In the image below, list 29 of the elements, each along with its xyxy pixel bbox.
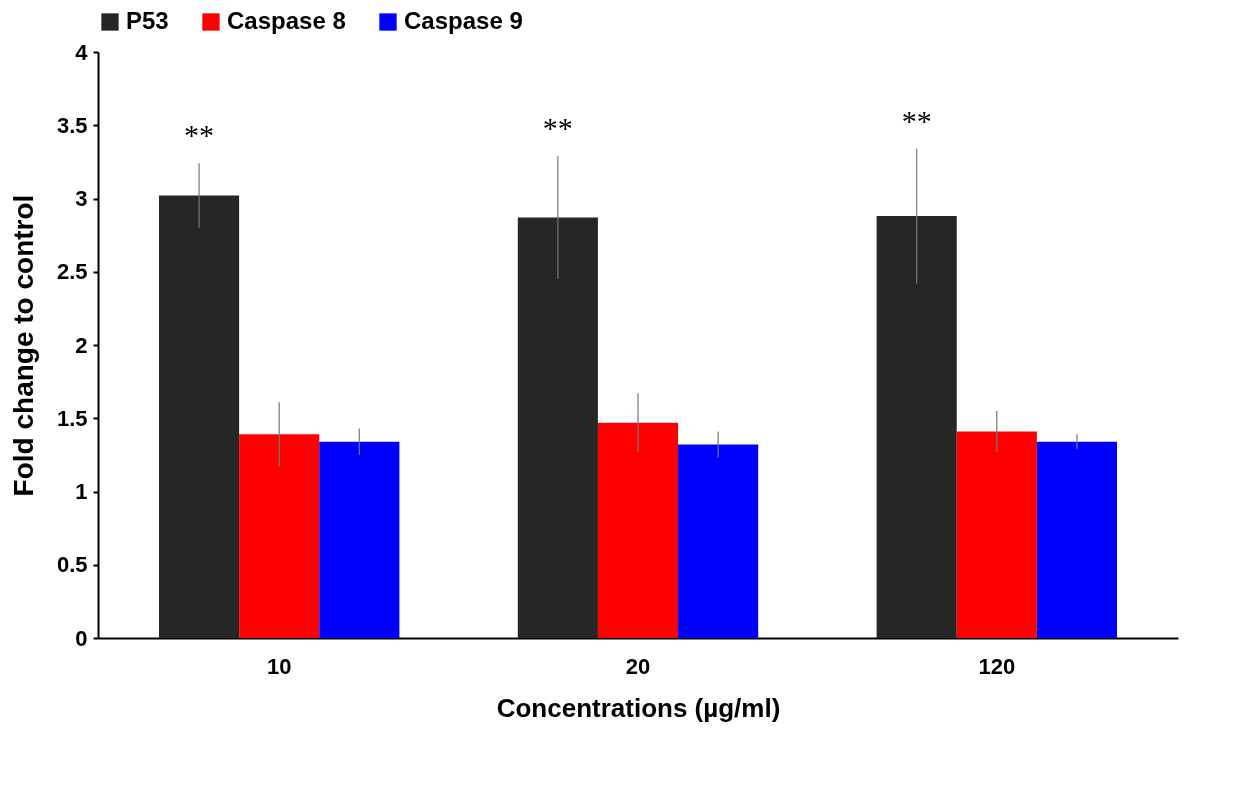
y-axis-title: Fold change to control bbox=[7, 194, 39, 497]
annotation: ** bbox=[901, 103, 932, 137]
bar bbox=[1036, 441, 1117, 638]
y-tick-label: 3.5 bbox=[56, 112, 88, 138]
bar bbox=[597, 422, 679, 638]
y-tick-label: 0 bbox=[75, 625, 88, 651]
y-tick-label: 1 bbox=[75, 479, 88, 504]
y-tick-label: 0.5 bbox=[56, 552, 88, 578]
x-tick-label: 20 bbox=[625, 653, 651, 679]
bar bbox=[517, 217, 598, 638]
x-tick-label: 120 bbox=[978, 653, 1016, 679]
y-tick-label: 1.5 bbox=[56, 405, 88, 431]
y-tick-label: 4 bbox=[75, 39, 89, 65]
annotation: ** bbox=[542, 111, 573, 145]
x-tick-label: 10 bbox=[266, 653, 292, 679]
bar bbox=[956, 431, 1037, 638]
bar bbox=[239, 434, 320, 638]
bar bbox=[159, 195, 240, 638]
x-axis-title: Concentrations (µg/ml) bbox=[496, 692, 781, 723]
bar bbox=[319, 441, 400, 638]
bar bbox=[678, 444, 759, 638]
legend-label: P53 bbox=[126, 7, 169, 34]
y-tick-label: 2.5 bbox=[56, 259, 88, 285]
legend-label: Caspase 9 bbox=[404, 7, 523, 34]
legend-label: Caspase 8 bbox=[227, 7, 346, 34]
y-tick-label: 2 bbox=[75, 332, 88, 358]
y-tick-label: 3 bbox=[75, 186, 88, 211]
annotation: ** bbox=[184, 118, 215, 152]
bar bbox=[876, 216, 957, 638]
